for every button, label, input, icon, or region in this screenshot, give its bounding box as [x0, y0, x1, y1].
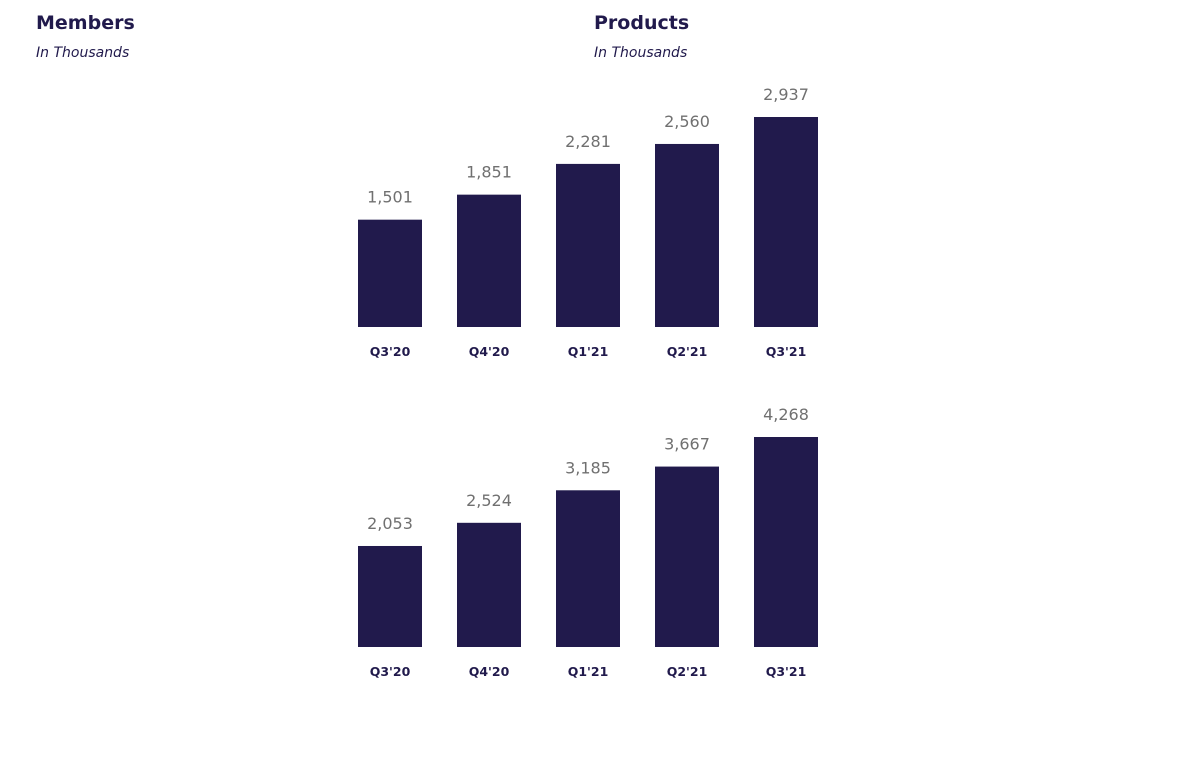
members-title: Members — [36, 12, 135, 34]
products-bar-chart: 2,053 Q3'20 2,524 Q4'20 3,185 Q1'21 3,667 Q2'21… — [358, 405, 818, 679]
category-label: Q1'21 — [568, 664, 609, 679]
bar-2 — [556, 490, 620, 647]
products-title: Products — [594, 12, 690, 34]
value-label: 3,667 — [664, 435, 710, 454]
bar-1 — [457, 522, 521, 647]
bar-4 — [754, 437, 818, 647]
value-label: 1,501 — [367, 188, 413, 207]
members-bar-chart: 1,501 Q3'20 1,851 Q4'20 2,281 Q1'21 2,560 Q2'21… — [358, 85, 818, 359]
bar-3 — [655, 466, 719, 647]
value-label: 3,185 — [565, 458, 611, 477]
category-label: Q3'21 — [766, 344, 807, 359]
bar-0 — [358, 545, 422, 647]
bar-1 — [457, 194, 521, 327]
members-subtitle: In Thousands — [36, 45, 130, 61]
products-subtitle: In Thousands — [594, 45, 688, 61]
category-label: Q3'20 — [370, 664, 411, 679]
products-header: Products In Thousands — [594, 9, 689, 61]
value-label: 2,937 — [763, 85, 809, 104]
value-label: 2,560 — [664, 112, 710, 131]
category-label: Q2'21 — [667, 664, 708, 679]
bar-4 — [754, 117, 818, 327]
category-label: Q3'21 — [766, 664, 807, 679]
value-label: 1,851 — [466, 163, 512, 182]
category-label: Q4'20 — [469, 664, 510, 679]
bar-3 — [655, 143, 719, 327]
value-label: 4,268 — [763, 405, 809, 424]
value-label: 2,053 — [367, 514, 413, 533]
members-header: Members In Thousands — [36, 9, 135, 61]
category-label: Q4'20 — [469, 344, 510, 359]
value-label: 2,524 — [466, 491, 512, 510]
category-label: Q1'21 — [568, 344, 609, 359]
value-label: 2,281 — [565, 132, 611, 151]
bar-2 — [556, 163, 620, 327]
category-label: Q2'21 — [667, 344, 708, 359]
category-label: Q3'20 — [370, 344, 411, 359]
bar-0 — [358, 219, 422, 327]
